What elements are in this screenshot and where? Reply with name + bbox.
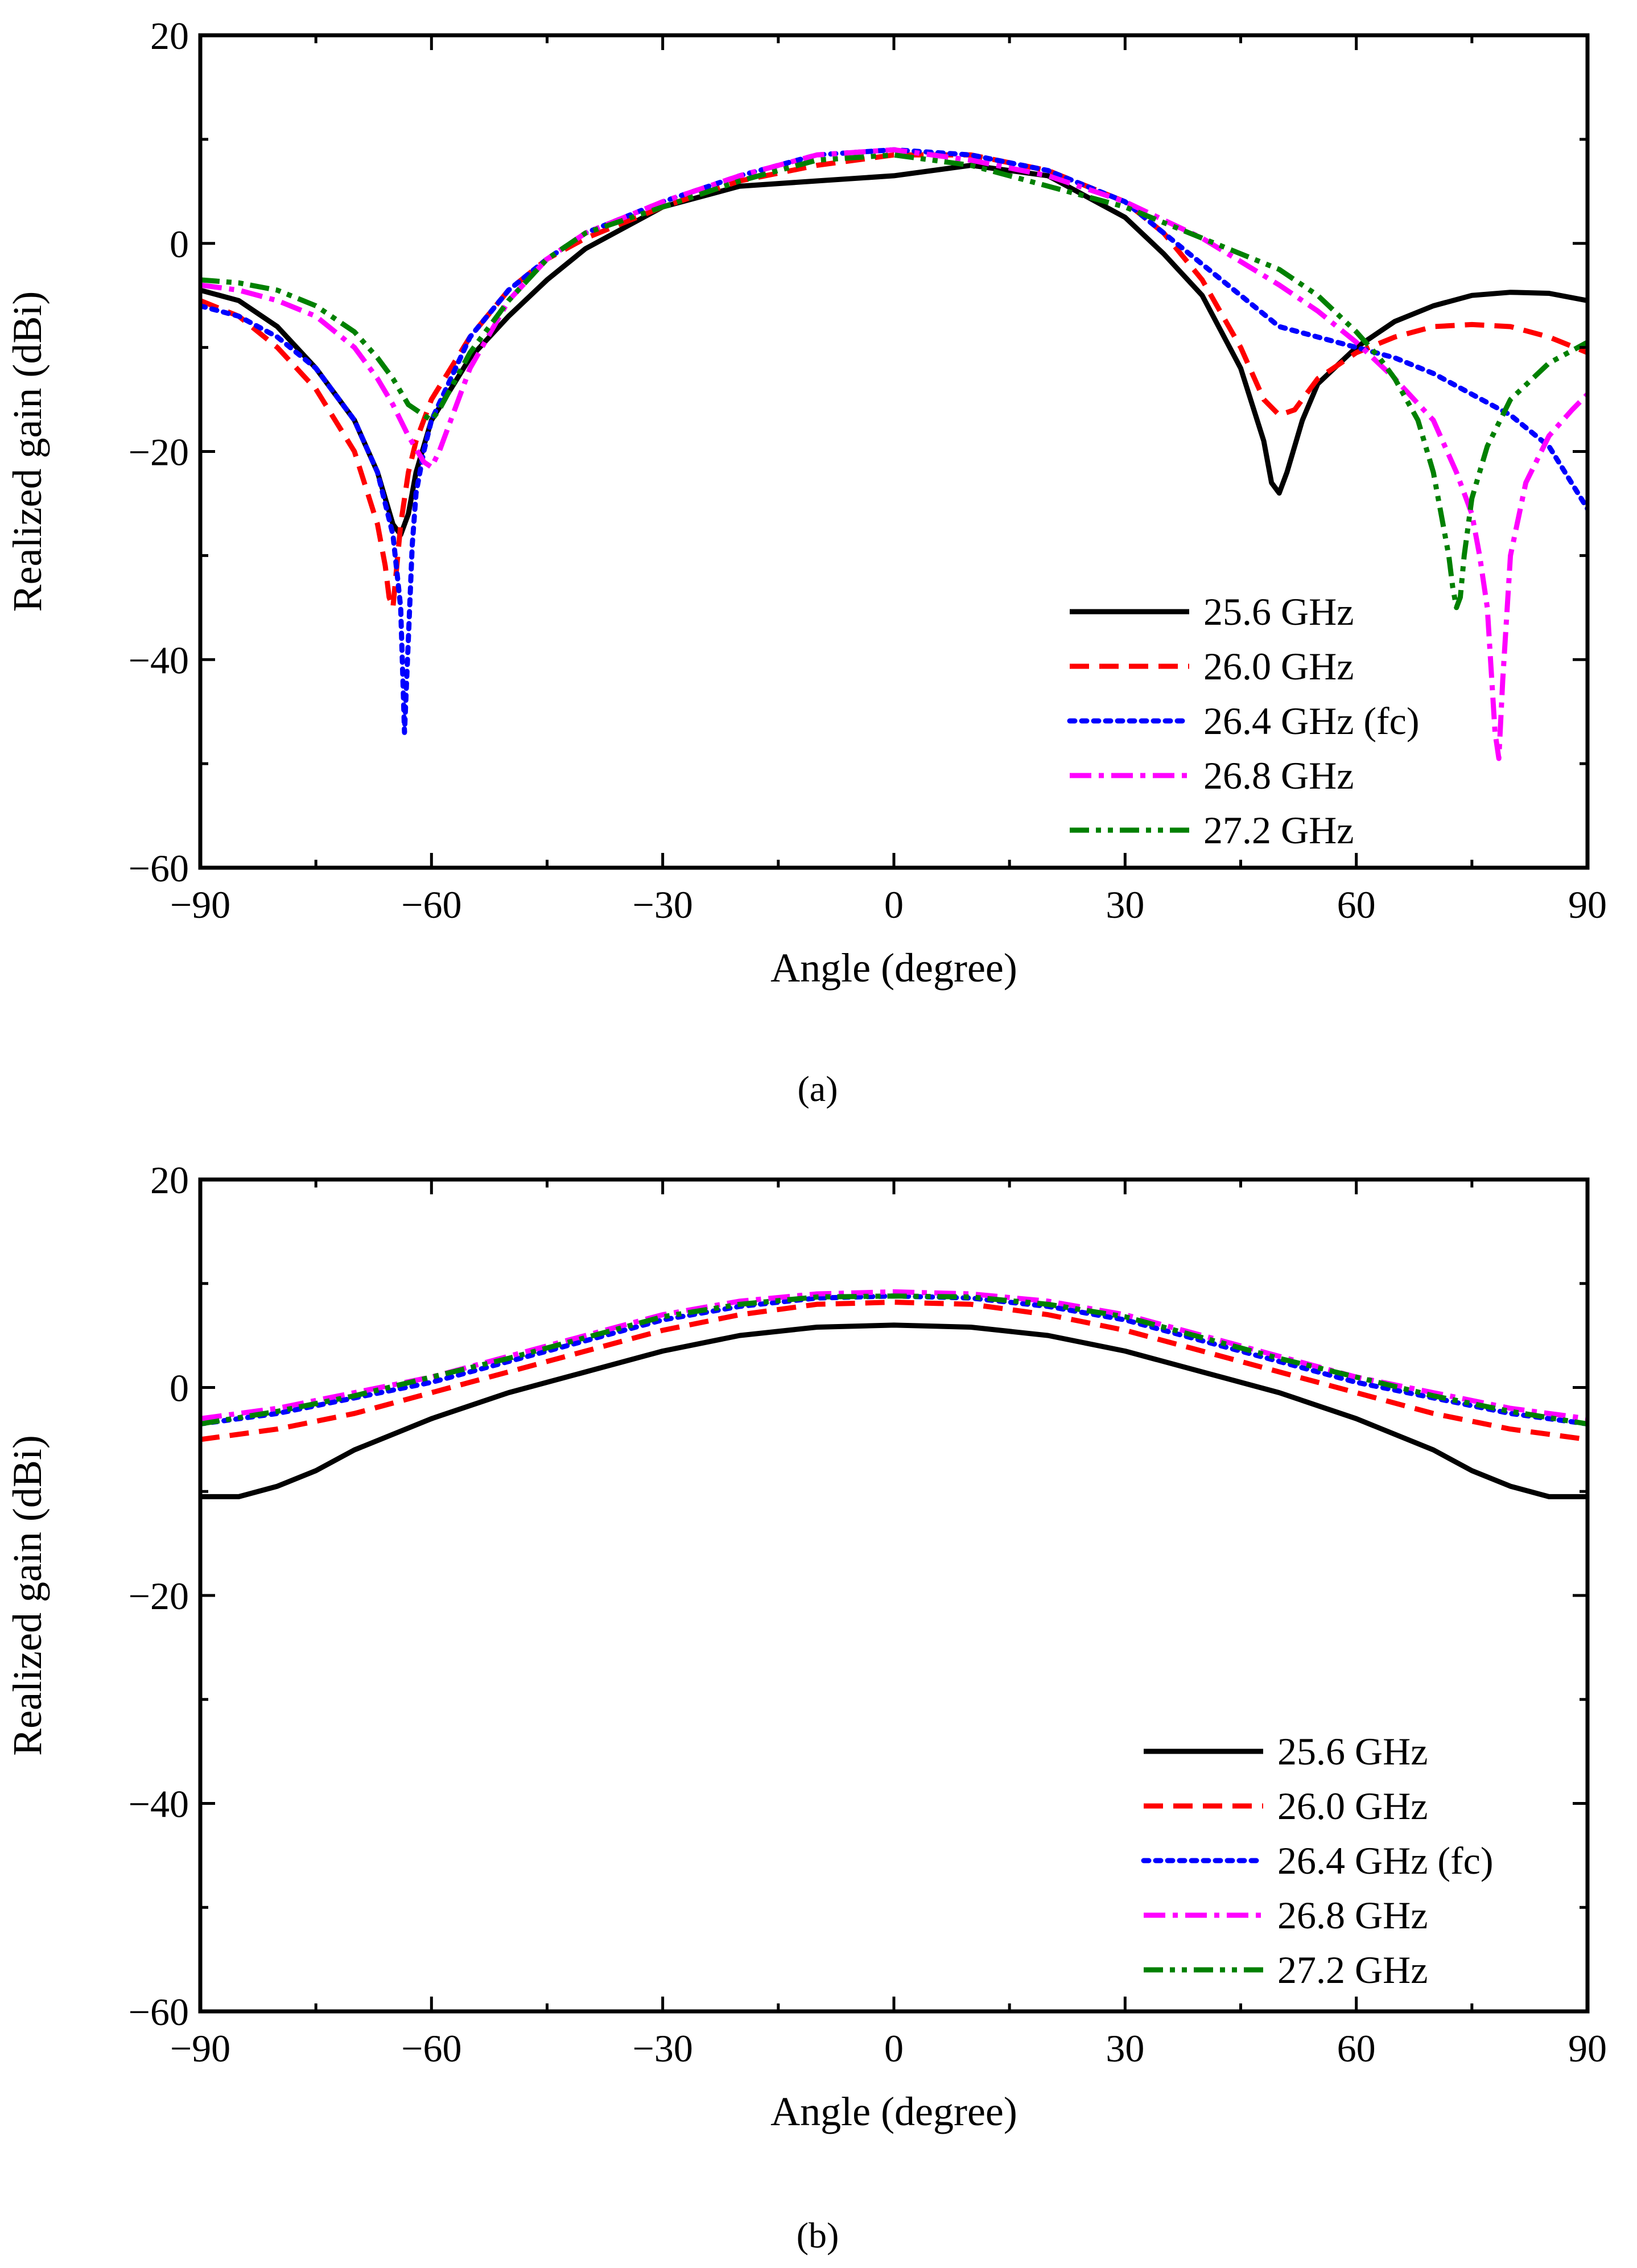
- panel-a-y-tick-label: 20: [150, 14, 189, 57]
- panel-b-x-tick-label: 60: [1337, 2027, 1376, 2070]
- panel-a-series-line-1: [200, 152, 1587, 611]
- panel-a-plot-frame: [198, 33, 1590, 870]
- panel-b-x-tick-label: −90: [170, 2027, 230, 2070]
- panel-a-y-tick-label: −40: [129, 638, 189, 682]
- panel-a-y-tick-label: −20: [129, 431, 189, 474]
- panel-b-x-axis-title: Angle (degree): [770, 2089, 1017, 2134]
- panel-a-y-tick-label: 0: [170, 222, 189, 266]
- panel-b-x-tick-label: −60: [401, 2027, 461, 2070]
- panel-b-y-tick-label: −20: [129, 1574, 189, 1618]
- panel-b-legend-label-4: 27.2 GHz: [1277, 1948, 1428, 1991]
- panel-a-legend-label-3: 26.8 GHz: [1203, 754, 1354, 797]
- panel-b-x-tick-label: 0: [884, 2027, 904, 2070]
- panel-a-x-tick-label: −60: [401, 883, 461, 926]
- panel-a-y-tick-label: −60: [129, 847, 189, 890]
- caption-b: (b): [797, 2215, 839, 2255]
- panel-a-series-line-0: [200, 163, 1587, 538]
- panel-b-series-line-0: [200, 1322, 1587, 1499]
- panel-b-x-tick-label: 30: [1106, 2027, 1144, 2070]
- panel-b-y-axis-title: Realized gain (dBi): [5, 1435, 50, 1756]
- panel-b-legend-label-3: 26.8 GHz: [1277, 1894, 1428, 1937]
- caption-a: (a): [797, 1069, 838, 1109]
- panel-a-x-tick-label: 30: [1106, 883, 1144, 926]
- panel-a-legend-label-4: 27.2 GHz: [1203, 809, 1354, 852]
- panel-b-x-tick-label: 90: [1568, 2027, 1607, 2070]
- panel-a-x-tick-label: −30: [632, 883, 692, 926]
- panel-b-plot-frame: [198, 1177, 1590, 2014]
- panel-a-series-line-4: [200, 152, 1587, 611]
- panel-b-y-tick-label: −60: [129, 1990, 189, 2034]
- panel-b-series-line-2: [200, 1293, 1587, 1426]
- panel-a-x-axis-title: Angle (degree): [770, 945, 1017, 991]
- panel-a-legend-label-1: 26.0 GHz: [1203, 645, 1354, 688]
- panel-b-y-tick-label: 0: [170, 1367, 189, 1410]
- panel-a-x-tick-label: 60: [1337, 883, 1376, 926]
- panel-b-y-tick-label: 20: [150, 1158, 189, 1202]
- panel-b-legend-label-1: 26.0 GHz: [1277, 1784, 1428, 1828]
- panel-b-legend-label-0: 25.6 GHz: [1277, 1730, 1428, 1773]
- panel-b-legend-label-2: 26.4 GHz (fc): [1277, 1839, 1494, 1882]
- panel-b-x-tick-label: −30: [632, 2027, 692, 2070]
- panel-a-legend-label-2: 26.4 GHz (fc): [1203, 699, 1420, 743]
- panel-a-x-tick-label: −90: [170, 883, 230, 926]
- panel-a-series-line-2: [200, 147, 1587, 735]
- panel-b-y-tick-label: −40: [129, 1783, 189, 1826]
- panel-a-x-tick-label: 0: [884, 883, 904, 926]
- panel-a-series-line-3: [200, 147, 1587, 761]
- panel-b-series-line-4: [200, 1293, 1587, 1426]
- panel-a-y-axis-title: Realized gain (dBi): [5, 291, 50, 612]
- panel-a-x-tick-label: 90: [1568, 883, 1607, 926]
- panel-a-legend-label-0: 25.6 GHz: [1203, 590, 1354, 633]
